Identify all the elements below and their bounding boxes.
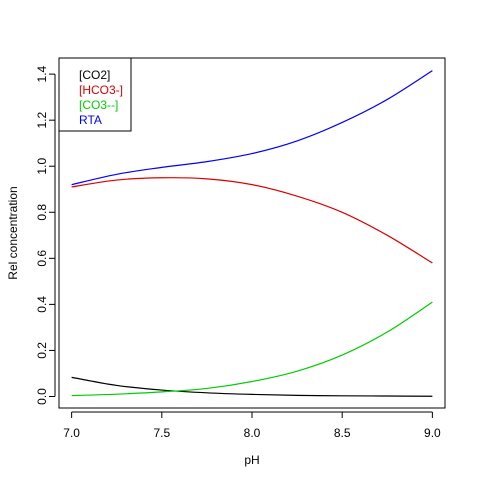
x-tick-label: 9.0 <box>424 426 441 440</box>
legend-box <box>58 57 132 132</box>
y-tick-label: 0.4 <box>35 296 49 313</box>
x-tick-label: 7.0 <box>63 426 80 440</box>
y-tick-label: 1.4 <box>35 65 49 82</box>
y-tick-label: 0.8 <box>35 204 49 221</box>
legend-entry: RTA <box>79 113 102 127</box>
y-tick-label: 0.2 <box>35 342 49 359</box>
y-axis: 0.0 0.2 0.4 0.6 0.8 1.0 1.2 1.4 <box>35 65 56 405</box>
legend: [CO2][HCO3-][CO3--]RTA <box>58 57 132 132</box>
plot-frame <box>58 57 446 409</box>
x-tick-label: 8.5 <box>334 426 351 440</box>
series-line-1 <box>71 177 433 264</box>
legend-entry: [CO2] <box>79 68 110 82</box>
series-line-0 <box>71 376 433 397</box>
y-tick-label: 0.6 <box>35 250 49 267</box>
series-layer <box>71 70 433 397</box>
y-tick-label: 0.0 <box>35 388 49 405</box>
y-tick-label: 1.2 <box>35 112 49 129</box>
legend-entry: [CO3--] <box>79 98 118 112</box>
x-tick-label: 8.0 <box>244 426 261 440</box>
y-tick-label: 1.0 <box>35 158 49 175</box>
x-tick-label: 7.5 <box>153 426 170 440</box>
series-line-2 <box>71 301 433 397</box>
y-axis-title: Rel concentration <box>6 186 20 279</box>
legend-entry: [HCO3-] <box>79 83 123 97</box>
x-axis: 7.0 7.5 8.0 8.5 9.0 <box>63 411 441 440</box>
x-axis-title: pH <box>244 453 259 467</box>
series-line-3 <box>71 70 433 186</box>
